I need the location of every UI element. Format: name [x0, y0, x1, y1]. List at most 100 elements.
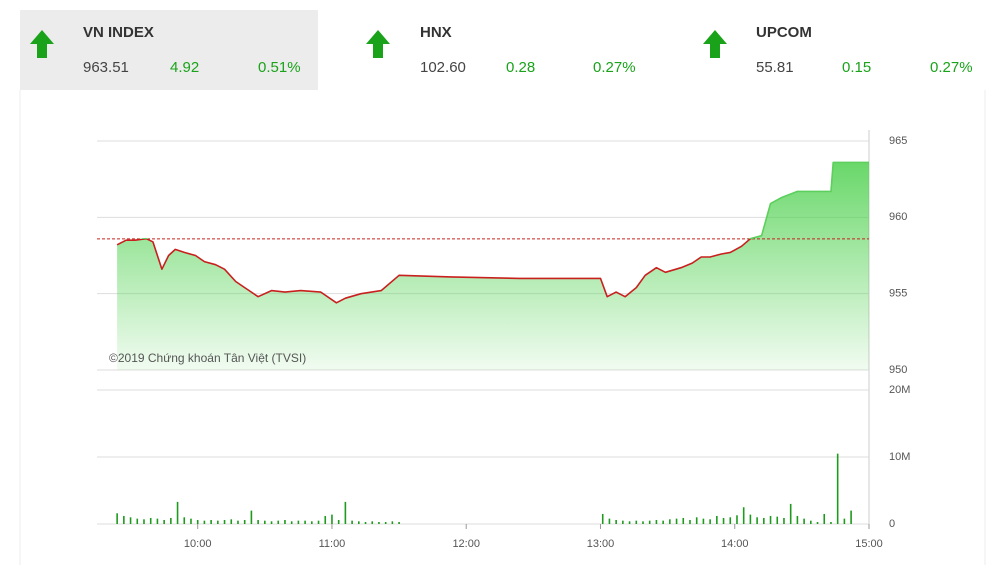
volume-bar: [642, 521, 644, 524]
ticker-percent: 0.27%: [930, 59, 973, 76]
volume-bar: [344, 501, 347, 524]
ticker-change: 0.15: [842, 59, 871, 76]
volume-bar: [816, 521, 819, 524]
volume-bar: [116, 513, 118, 524]
volume-bar: [763, 517, 765, 524]
volume-bar: [210, 519, 212, 524]
volume-bar: [324, 515, 327, 524]
volume-bar: [371, 521, 374, 524]
ticker[interactable]: UPCOM 55.81 0.15 0.27%: [703, 24, 973, 76]
volume-bar: [257, 519, 259, 524]
ticker[interactable]: HNX 102.60 0.28 0.27%: [366, 24, 636, 76]
x-tick-label: 12:00: [452, 538, 480, 550]
volume-bar: [648, 520, 651, 524]
volume-bar: [608, 518, 611, 524]
x-tick-label: 11:00: [319, 538, 346, 550]
volume-bar: [716, 515, 718, 524]
volume-bar: [662, 520, 664, 524]
volume-bar: [163, 519, 165, 524]
volume-bar: [143, 519, 145, 524]
volume-bar: [230, 519, 233, 524]
volume-bar: [270, 521, 273, 524]
up-arrow: [30, 30, 54, 58]
y-tick-label: 10M: [889, 451, 910, 463]
volume-bar: [601, 513, 604, 524]
ticker-name: HNX: [420, 24, 452, 41]
volume-bar: [190, 518, 192, 524]
volume-bar: [729, 517, 732, 524]
volume-bar: [836, 453, 839, 524]
volume-bar: [391, 521, 394, 524]
up-arrow: [703, 30, 727, 58]
volume-bar: [689, 519, 691, 524]
volume-bar: [170, 517, 172, 524]
x-tick-label: 15:00: [855, 538, 883, 550]
area: [117, 162, 870, 370]
volume-bar: [669, 519, 671, 524]
volume-bar: [123, 515, 125, 524]
volume-bar: [695, 517, 698, 524]
volume-bar: [769, 515, 772, 524]
volume-bar: [378, 521, 380, 524]
volume-bar: [776, 516, 779, 524]
ticker-percent: 0.27%: [593, 59, 636, 76]
volume-bar: [622, 520, 624, 524]
volume-bar: [803, 518, 805, 524]
volume-bar: [615, 519, 617, 524]
ticker-name: UPCOM: [756, 24, 812, 41]
y-tick-label: 965: [889, 135, 907, 147]
volume-bar: [850, 510, 852, 524]
volume-bar: [311, 521, 313, 524]
volume-bar: [384, 521, 387, 524]
x-tick-label: 10:00: [184, 538, 212, 550]
volume-bar: [830, 521, 832, 524]
volume-bar: [129, 517, 132, 524]
copyright: ©2019 Chứng khoán Tân Việt (TVSI): [109, 351, 306, 365]
volume-bar: [682, 517, 685, 524]
volume-bar: [358, 521, 360, 524]
volume-bar: [756, 517, 758, 524]
volume-bar: [337, 519, 340, 524]
ticker-change: 4.92: [170, 59, 199, 76]
volume-bar: [297, 520, 300, 524]
volume-bar: [304, 520, 306, 524]
volume-bar: [655, 519, 658, 524]
volume-bar: [223, 519, 226, 524]
volume-bar: [284, 519, 286, 524]
volume-bar: [843, 518, 846, 524]
y-tick-label: 955: [889, 288, 907, 300]
x-tick-label: 13:00: [587, 538, 615, 550]
volume-bar: [250, 510, 253, 524]
ticker-change: 0.28: [506, 59, 535, 76]
volume-bar: [736, 515, 738, 524]
ticker-value: 102.60: [420, 59, 466, 76]
volume-bar: [156, 518, 159, 524]
y-tick-label: 950: [889, 364, 907, 376]
volume-bar: [783, 517, 785, 524]
volume-bar: [702, 518, 705, 524]
volume-bar: [398, 521, 400, 524]
volume-bar: [264, 520, 266, 524]
volume-bar: [149, 517, 152, 524]
y-tick-label: 20M: [889, 384, 910, 396]
ticker-name: VN INDEX: [83, 24, 154, 41]
volume-bar: [364, 521, 367, 524]
volume-bar: [277, 520, 280, 524]
price-line: [116, 161, 869, 304]
up-arrow: [366, 30, 390, 58]
volume-bar: [709, 519, 711, 524]
ticker-percent: 0.51%: [258, 59, 301, 76]
ticker-value: 963.51: [83, 59, 129, 76]
volume-bar: [789, 503, 792, 524]
volume-bar: [243, 519, 246, 524]
volume-bar: [290, 521, 293, 524]
volume-bar: [317, 520, 320, 524]
ticker[interactable]: VN INDEX 963.51 4.92 0.51%: [30, 24, 301, 76]
y-tick-label: 960: [889, 211, 907, 223]
volume-bar: [722, 517, 725, 524]
volume-bar: [810, 520, 812, 524]
volume-bar: [237, 520, 239, 524]
selected-ticker-bg: [20, 10, 318, 90]
volume-bar: [196, 519, 199, 524]
